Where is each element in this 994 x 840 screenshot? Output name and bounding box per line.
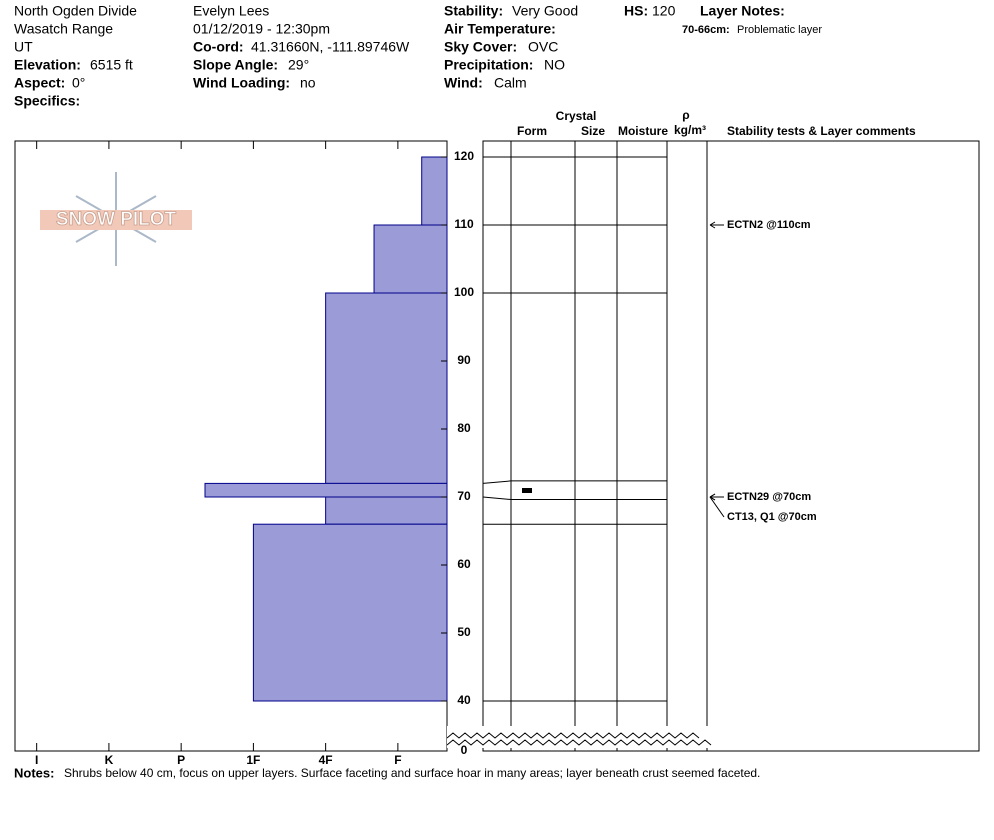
label: Layer Notes: [700, 3, 785, 19]
arrow-head [709, 493, 716, 501]
test-label: ECTN29 @70cm [727, 491, 811, 503]
value: 29° [288, 57, 309, 73]
layer-note: Problematic layer [737, 24, 822, 36]
logo: SNOW PILOT [40, 172, 192, 266]
y-tick-label: 50 [457, 625, 471, 639]
y-tick-label: 110 [454, 217, 474, 231]
hardness-bar [325, 496, 448, 525]
header: Moisture [618, 124, 668, 138]
label: Slope Angle: [193, 57, 278, 73]
range: Wasatch Range [14, 21, 113, 37]
y-tick-label: 90 [457, 353, 471, 367]
label: Sky Cover: [444, 39, 517, 55]
y-tick-label: 60 [457, 557, 471, 571]
x-tick-label: 4F [319, 753, 333, 767]
value: 120 [652, 3, 676, 19]
grid-frame [482, 140, 980, 752]
column-headers: Crystal Form Size Moisture ρ kg/m³ Stabi… [517, 108, 916, 138]
y-tick-label: 40 [457, 693, 471, 707]
label: 70-66cm: [682, 24, 730, 36]
y-tick-label: 70 [457, 489, 471, 503]
observer: Evelyn Lees [193, 3, 269, 19]
y-tick-label: 80 [457, 421, 471, 435]
value: Very Good [512, 3, 578, 19]
label: Precipitation: [444, 57, 533, 73]
test-arrow [709, 496, 725, 518]
hardness-bar [325, 292, 448, 484]
test-label: ECTN2 @110cm [727, 219, 811, 231]
test-label: CT13, Q1 @70cm [727, 511, 817, 523]
label: Aspect: [14, 75, 65, 91]
label: Co-ord: [193, 39, 244, 55]
header: Form [517, 124, 547, 138]
header: ρ [682, 108, 689, 122]
value: 41.31660N, -111.89746W [251, 39, 410, 55]
hardness-bar [373, 224, 448, 294]
label: Wind Loading: [193, 75, 290, 91]
notes-label: Notes: [14, 765, 54, 780]
hardness-bar [252, 523, 448, 702]
value: Calm [494, 75, 527, 91]
x-tick-label: I [35, 753, 38, 767]
logo-text: SNOW PILOT [56, 209, 177, 230]
columns [510, 141, 708, 751]
label: Specifics: [14, 93, 80, 109]
y-tick-label: 120 [454, 149, 474, 163]
hardness-bar [204, 482, 448, 498]
x-tick-label: F [394, 753, 401, 767]
location: North Ogden Divide [14, 3, 137, 19]
datetime: 01/12/2019 - 12:30pm [193, 21, 330, 37]
header: Crystal [556, 109, 597, 123]
axis-break [446, 732, 712, 746]
label: HS: [624, 3, 648, 19]
label: Wind: [444, 75, 483, 91]
header: Size [581, 124, 605, 138]
x-tick-label: 1F [246, 753, 260, 767]
value: OVC [528, 39, 558, 55]
x-tick-label: K [105, 753, 114, 767]
value: NO [544, 57, 565, 73]
hardness-bar [421, 156, 448, 226]
value: no [300, 75, 316, 91]
header: North Ogden Divide Wasatch Range UT Elev… [14, 3, 822, 109]
label: Air Temperature: [444, 21, 556, 37]
header: kg/m³ [674, 123, 706, 137]
header: Stability tests & Layer comments [727, 124, 916, 138]
arrow-head [709, 221, 716, 229]
state: UT [14, 39, 33, 55]
value: 6515 ft [90, 57, 133, 73]
label: Stability: [444, 3, 503, 19]
x-tick-label: P [177, 753, 185, 767]
notes: Shrubs below 40 cm, focus on upper layer… [64, 766, 760, 780]
label: Elevation: [14, 57, 81, 73]
layer-connector [482, 496, 512, 500]
crystal-symbol [522, 488, 532, 493]
value: 0° [72, 75, 85, 91]
y-tick-label: 100 [454, 285, 474, 299]
layer-connector [482, 480, 512, 484]
y-tick-label: 0 [461, 743, 468, 757]
